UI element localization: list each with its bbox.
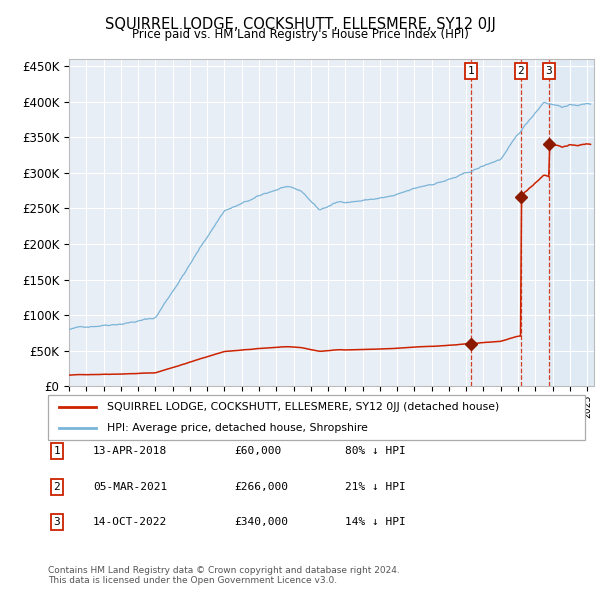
Text: 2: 2 [518,66,524,76]
Text: £340,000: £340,000 [234,517,288,527]
Text: 1: 1 [467,66,475,76]
Text: 05-MAR-2021: 05-MAR-2021 [93,482,167,491]
FancyBboxPatch shape [48,395,585,440]
Text: £60,000: £60,000 [234,447,281,456]
Text: Price paid vs. HM Land Registry's House Price Index (HPI): Price paid vs. HM Land Registry's House … [131,28,469,41]
Text: 3: 3 [53,517,61,527]
Text: 21% ↓ HPI: 21% ↓ HPI [345,482,406,491]
Text: SQUIRREL LODGE, COCKSHUTT, ELLESMERE, SY12 0JJ: SQUIRREL LODGE, COCKSHUTT, ELLESMERE, SY… [104,17,496,31]
Text: 2: 2 [53,482,61,491]
Text: £266,000: £266,000 [234,482,288,491]
Text: 13-APR-2018: 13-APR-2018 [93,447,167,456]
Text: 80% ↓ HPI: 80% ↓ HPI [345,447,406,456]
Text: SQUIRREL LODGE, COCKSHUTT, ELLESMERE, SY12 0JJ (detached house): SQUIRREL LODGE, COCKSHUTT, ELLESMERE, SY… [107,402,499,412]
Text: 14% ↓ HPI: 14% ↓ HPI [345,517,406,527]
Bar [549,59,594,386]
Text: 14-OCT-2022: 14-OCT-2022 [93,517,167,527]
Text: HPI: Average price, detached house, Shropshire: HPI: Average price, detached house, Shro… [107,422,368,432]
Text: Contains HM Land Registry data © Crown copyright and database right 2024.
This d: Contains HM Land Registry data © Crown c… [48,566,400,585]
Text: 3: 3 [545,66,553,76]
Text: 1: 1 [53,447,61,456]
